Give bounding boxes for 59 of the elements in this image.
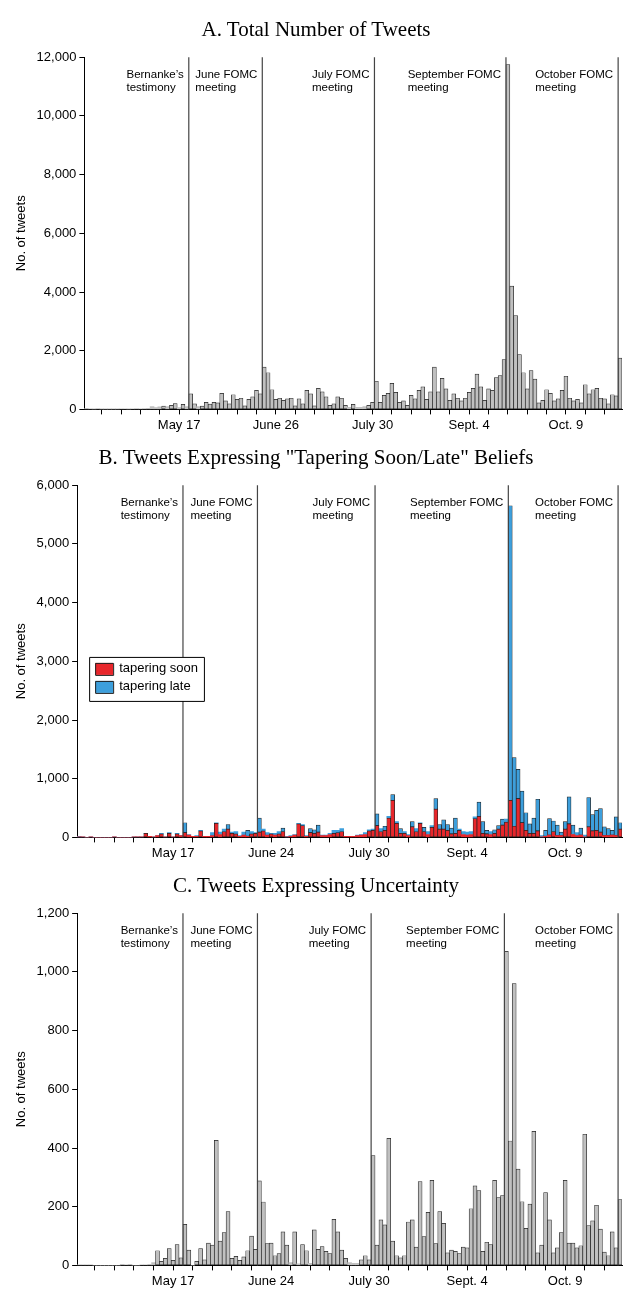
y-axis-title: No. of tweets xyxy=(13,194,29,272)
x-tick-label: May 17 xyxy=(151,1272,195,1288)
y-tick-label: 600 xyxy=(47,1080,70,1096)
x-tick-label: Sept. 4 xyxy=(448,416,490,432)
annotation: June FOMC meeting xyxy=(190,924,253,950)
y-tick-label: 0 xyxy=(61,1256,70,1272)
y-tick-label: 400 xyxy=(47,1139,70,1155)
x-tick-label: Sept. 4 xyxy=(446,1272,488,1288)
annotation: October FOMC meeting xyxy=(535,68,614,94)
x-tick-label: June 24 xyxy=(248,1272,295,1288)
x-tick-label: Sept. 4 xyxy=(446,844,488,860)
annotation: September FOMC meeting xyxy=(410,496,504,522)
y-tick-label: 4,000 xyxy=(43,283,77,299)
chart-title: A. Total Number of Tweets xyxy=(201,17,431,42)
y-tick-label: 1,200 xyxy=(36,904,70,920)
y-tick-label: 200 xyxy=(47,1198,70,1214)
y-tick-label: 2,000 xyxy=(43,342,77,358)
annotation: Bernanke’s testimony xyxy=(120,924,179,950)
y-axis-title: No. of tweets xyxy=(13,1050,29,1128)
y-tick-label: 800 xyxy=(47,1022,70,1038)
y-tick-label: 5,000 xyxy=(36,535,70,551)
annotation: October FOMC meeting xyxy=(535,924,614,950)
y-tick-label: 0 xyxy=(61,828,70,844)
x-tick-label: July 30 xyxy=(348,1272,390,1288)
annotation: Bernanke’s testimony xyxy=(126,68,185,94)
chart-title: B. Tweets Expressing "Tapering Soon/Late" Beliefs xyxy=(98,445,534,470)
annotation: September FOMC meeting xyxy=(407,68,501,94)
y-tick-label: 1,000 xyxy=(36,770,70,786)
annotation: October FOMC meeting xyxy=(535,496,614,522)
x-tick-label: May 17 xyxy=(151,844,195,860)
chart-title: C. Tweets Expressing Uncertainty xyxy=(172,873,460,898)
legend-label: tapering late xyxy=(119,678,191,694)
y-tick-label: 2,000 xyxy=(36,711,70,727)
x-tick-label: June 24 xyxy=(248,844,295,860)
y-tick-label: 3,000 xyxy=(36,652,70,668)
y-tick-label: 8,000 xyxy=(43,166,77,182)
y-tick-label: 4,000 xyxy=(36,594,70,610)
annotation: July FOMC meeting xyxy=(312,496,371,522)
annotation: Bernanke’s testimony xyxy=(120,496,179,522)
x-tick-label: Oct. 9 xyxy=(547,1272,583,1288)
y-tick-label: 6,000 xyxy=(36,476,70,492)
y-tick-label: 10,000 xyxy=(36,107,77,123)
annotation: June FOMC meeting xyxy=(195,68,258,94)
annotation: July FOMC meeting xyxy=(308,924,367,950)
y-tick-label: 12,000 xyxy=(36,48,77,64)
x-tick-label: Oct. 9 xyxy=(547,844,583,860)
y-tick-label: 1,000 xyxy=(36,963,70,979)
x-tick-label: July 30 xyxy=(348,844,390,860)
x-tick-label: Oct. 9 xyxy=(548,416,584,432)
x-tick-label: May 17 xyxy=(157,416,201,432)
annotation: July FOMC meeting xyxy=(311,68,370,94)
annotation: September FOMC meeting xyxy=(406,924,500,950)
x-tick-label: June 26 xyxy=(252,416,299,432)
y-tick-label: 0 xyxy=(69,400,77,416)
y-axis-title: No. of tweets xyxy=(13,622,29,700)
x-tick-label: July 30 xyxy=(351,416,394,432)
y-tick-label: 6,000 xyxy=(43,224,77,240)
legend-label: tapering soon xyxy=(119,660,198,676)
annotation: June FOMC meeting xyxy=(190,496,253,522)
